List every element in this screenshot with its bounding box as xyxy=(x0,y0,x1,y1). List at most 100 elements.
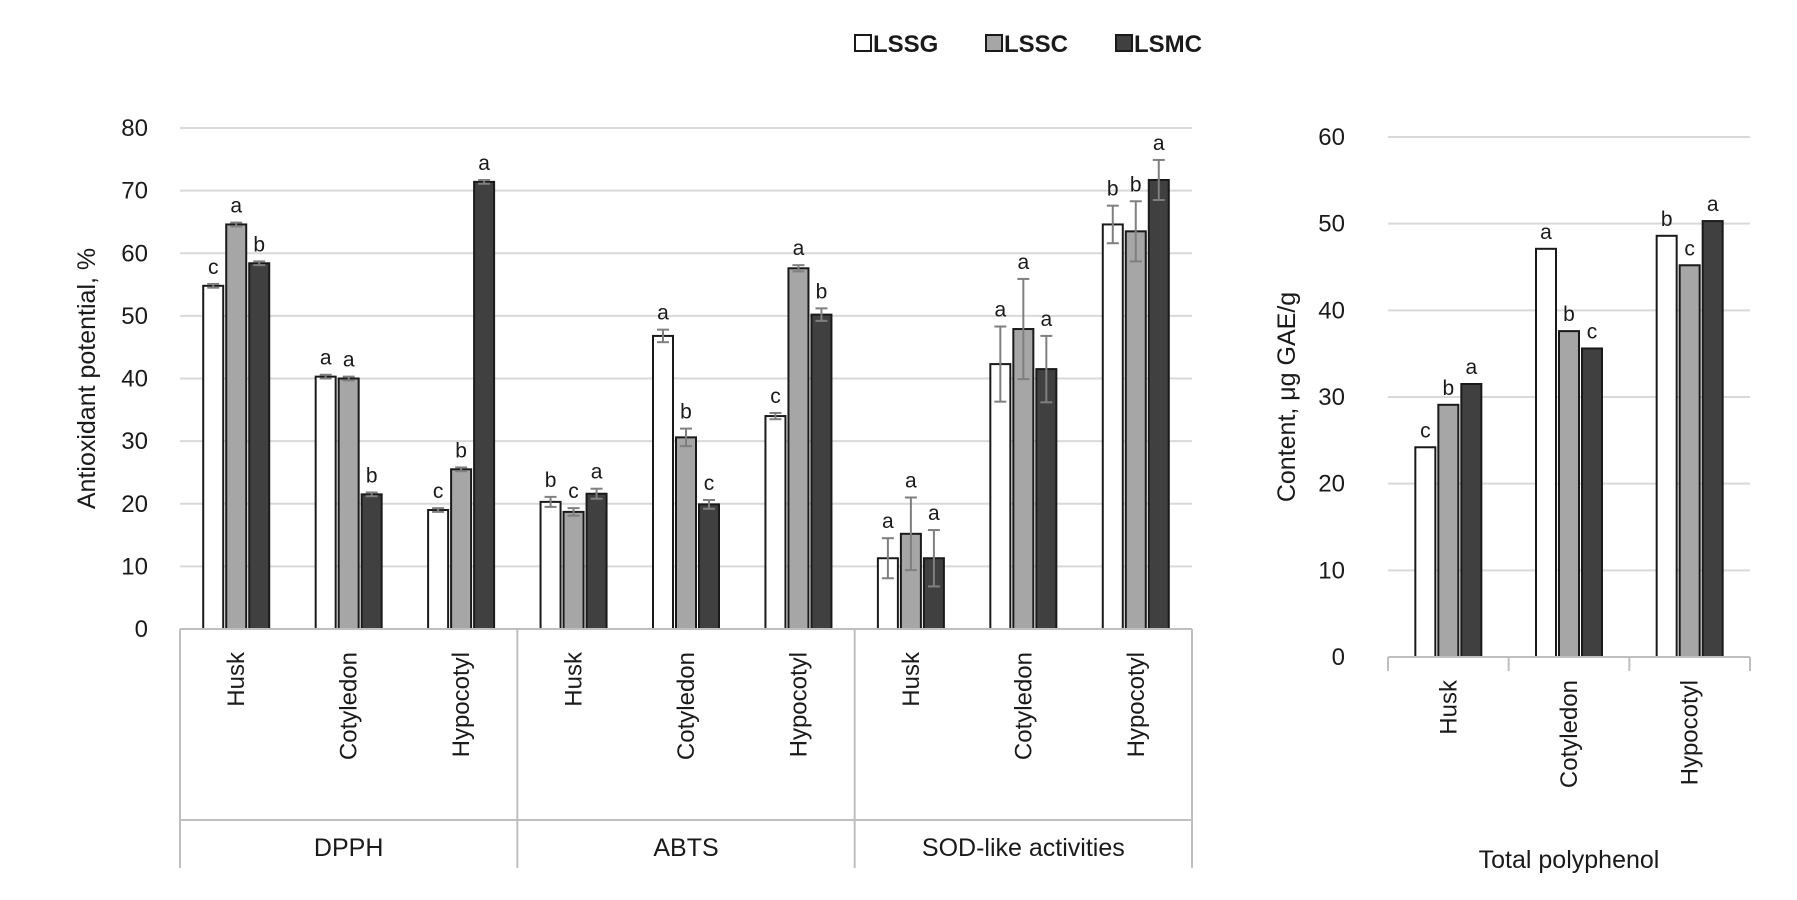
legend-swatch-lsmc xyxy=(1115,34,1133,52)
right-category-label-1: Cotyledon xyxy=(1556,680,1583,788)
left-bar-lssc-0 xyxy=(225,223,248,630)
left-group-label-0: DPPH xyxy=(314,834,383,862)
left-group-label-2: SOD-like activities xyxy=(922,834,1125,862)
left-bar-lssg-1 xyxy=(314,375,337,630)
right-sig-label-lssc-1: b xyxy=(1563,303,1575,326)
right-bar-lssg-2 xyxy=(1655,234,1678,659)
left-sig-label-lssg-3: b xyxy=(545,469,557,492)
left-sig-label-lssg-6: a xyxy=(882,510,894,533)
left-sig-label-lssg-5: c xyxy=(770,385,781,408)
right-sig-label-lsmc-0: a xyxy=(1465,356,1477,379)
right-sig-label-lssg-1: a xyxy=(1540,221,1552,244)
left-bar-lsmc-5 xyxy=(810,313,833,630)
right-ytick-0: 0 xyxy=(1332,644,1345,671)
left-sig-label-lssg-1: a xyxy=(320,347,332,370)
legend-swatch-lssc xyxy=(985,34,1003,52)
left-bar-lssg-8 xyxy=(1101,223,1124,630)
right-bar-lsmc-1 xyxy=(1581,347,1603,658)
left-category-label-0-0: Husk xyxy=(223,651,250,707)
right-bar-lssg-0 xyxy=(1414,446,1437,658)
left-ytick-50: 50 xyxy=(121,303,148,330)
left-sig-label-lsmc-2: a xyxy=(478,152,490,175)
left-category-label-2-2: Hypocotyl xyxy=(1123,652,1150,757)
legend-label-lssg: LSSG xyxy=(873,31,938,58)
left-bar-lssc-3 xyxy=(562,510,585,630)
left-sig-label-lssc-8: b xyxy=(1130,173,1142,196)
legend-label-lsmc: LSMC xyxy=(1134,31,1202,58)
left-bar-lssc-8 xyxy=(1124,230,1147,631)
left-ytick-30: 30 xyxy=(121,428,148,455)
left-sig-label-lssc-2: b xyxy=(455,439,467,462)
left-sig-label-lssc-7: a xyxy=(1017,251,1029,274)
left-bar-lssg-5 xyxy=(764,415,787,631)
legend-label-lssc: LSSC xyxy=(1004,31,1068,58)
left-bar-lsmc-8 xyxy=(1147,178,1170,630)
left-category-label-2-1: Cotyledon xyxy=(1010,652,1037,760)
left-bar-lssg-3 xyxy=(539,500,562,630)
left-category-label-0-1: Cotyledon xyxy=(336,652,363,760)
right-ytick-30: 30 xyxy=(1318,384,1345,411)
legend-swatch-lssg xyxy=(854,34,872,52)
left-bar-lssc-1 xyxy=(337,377,360,630)
right-bar-lssc-2 xyxy=(1678,264,1701,658)
left-sig-label-lssg-7: a xyxy=(994,299,1006,322)
left-bar-lssg-7 xyxy=(989,363,1012,630)
left-bar-lssc-2 xyxy=(450,468,473,630)
left-sig-label-lssg-4: a xyxy=(657,302,669,325)
left-ytick-40: 40 xyxy=(121,366,148,393)
left-sig-label-lssc-6: a xyxy=(905,469,917,492)
left-bar-lsmc-3 xyxy=(585,492,608,631)
left-sig-label-lsmc-1: b xyxy=(366,464,378,487)
left-group-label-1: ABTS xyxy=(653,834,718,862)
right-sig-label-lssg-0: c xyxy=(1420,419,1431,442)
left-ytick-80: 80 xyxy=(121,115,148,142)
left-sig-label-lssg-0: c xyxy=(208,256,219,279)
left-bar-lssg-0 xyxy=(202,284,225,630)
right-sig-label-lssc-0: b xyxy=(1442,377,1454,400)
left-sig-label-lssc-0: a xyxy=(230,195,242,218)
right-ytick-20: 20 xyxy=(1318,471,1345,498)
left-sig-label-lssc-1: a xyxy=(343,349,355,372)
left-bar-lsmc-0 xyxy=(248,262,271,630)
right-ytick-60: 60 xyxy=(1318,124,1345,151)
left-bar-lsmc-2 xyxy=(473,180,496,630)
right-bar-lssc-0 xyxy=(1437,403,1460,658)
left-sig-label-lsmc-5: b xyxy=(816,280,828,303)
left-y-axis-title: Antioxidant potential, % xyxy=(73,248,101,509)
left-sig-label-lssg-8: b xyxy=(1107,178,1119,201)
left-sig-label-lssc-5: a xyxy=(793,237,805,260)
left-bar-lssg-2 xyxy=(427,509,450,631)
right-y-axis-title: Content, μg GAE/g xyxy=(1273,292,1301,502)
left-bar-lssg-4 xyxy=(652,334,674,630)
right-bar-lsmc-0 xyxy=(1460,383,1483,658)
right-sig-label-lsmc-1: c xyxy=(1587,320,1598,343)
right-category-label-0: Husk xyxy=(1435,679,1462,735)
left-category-label-1-1: Cotyledon xyxy=(673,652,700,760)
right-ytick-10: 10 xyxy=(1318,557,1345,584)
left-bar-lsmc-1 xyxy=(360,493,383,631)
left-sig-label-lssg-2: c xyxy=(433,480,444,503)
right-category-label-2: Hypocotyl xyxy=(1677,680,1704,785)
left-ytick-60: 60 xyxy=(121,240,148,267)
left-bar-lsmc-4 xyxy=(698,503,720,630)
left-ytick-0: 0 xyxy=(135,616,148,643)
left-sig-label-lsmc-3: a xyxy=(591,461,603,484)
left-ytick-20: 20 xyxy=(121,491,148,518)
right-sig-label-lsmc-2: a xyxy=(1707,193,1719,216)
left-category-label-1-0: Husk xyxy=(561,651,588,707)
right-bar-lssg-1 xyxy=(1535,247,1557,659)
left-ytick-70: 70 xyxy=(121,178,148,205)
left-sig-label-lsmc-7: a xyxy=(1040,308,1052,331)
left-sig-label-lsmc-8: a xyxy=(1153,132,1165,155)
left-bar-lsmc-7 xyxy=(1035,368,1058,630)
left-ytick-10: 10 xyxy=(121,553,148,580)
left-bar-lssc-5 xyxy=(787,267,810,630)
right-bar-lssc-1 xyxy=(1558,330,1580,658)
left-category-label-0-2: Hypocotyl xyxy=(448,652,475,757)
left-bar-lssc-4 xyxy=(675,436,697,630)
right-ytick-50: 50 xyxy=(1318,211,1345,238)
right-sig-label-lssg-2: b xyxy=(1661,208,1673,231)
left-category-label-1-2: Hypocotyl xyxy=(785,652,812,757)
